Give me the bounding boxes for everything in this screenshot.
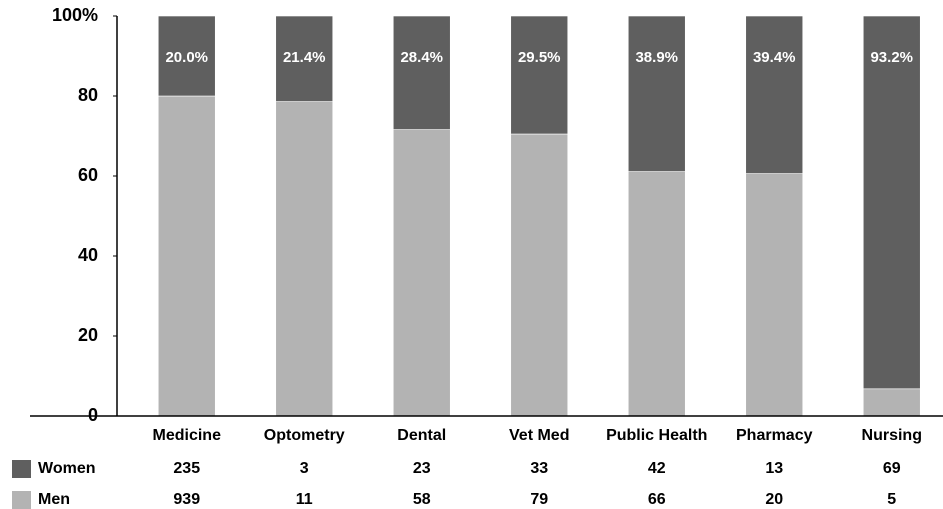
bar-segment — [392, 15, 451, 130]
x-tick-label: Dental — [397, 427, 446, 444]
bar-segment — [862, 388, 921, 417]
y-tick-label: 40 — [78, 245, 98, 265]
table-cell: 13 — [765, 460, 783, 477]
bar-segment — [157, 15, 216, 97]
bar-segment — [157, 95, 216, 417]
value-label: 29.5% — [518, 49, 561, 66]
value-label: 21.4% — [283, 49, 326, 66]
y-tick-label: 0 — [88, 405, 98, 425]
y-tick-label: 80 — [78, 85, 98, 105]
bar-segment — [275, 15, 334, 102]
bar-segment — [745, 173, 804, 417]
y-tick-label: 100% — [52, 5, 98, 25]
legend-label: Men — [38, 491, 70, 508]
table-cell: 58 — [413, 491, 431, 508]
y-tick-label: 20 — [78, 325, 98, 345]
table-cell: 23 — [413, 460, 431, 477]
value-label: 28.4% — [400, 49, 443, 66]
table-cell: 11 — [296, 491, 313, 508]
value-label: 38.9% — [635, 49, 678, 66]
y-tick-label: 60 — [78, 165, 98, 185]
bar-segment — [392, 129, 451, 417]
table-cell: 42 — [648, 460, 666, 477]
x-tick-label: Vet Med — [509, 427, 569, 444]
legend-label: Women — [38, 460, 95, 477]
x-tick-label: Optometry — [264, 427, 345, 444]
x-tick-label: Nursing — [862, 427, 922, 444]
bar-segment — [510, 15, 569, 135]
table-cell: 33 — [530, 460, 548, 477]
table-cell: 69 — [883, 460, 901, 477]
table-cell: 79 — [530, 491, 548, 508]
bar-segment — [275, 101, 334, 417]
bar-segment — [510, 133, 569, 417]
table-cell: 66 — [648, 491, 666, 508]
table-cell: 20 — [765, 491, 783, 508]
table-cell: 3 — [300, 460, 309, 477]
bar-segment — [862, 15, 921, 390]
bar-segment — [627, 15, 686, 172]
x-tick-label: Medicine — [153, 427, 222, 444]
table-cell: 939 — [173, 491, 200, 508]
value-label: 39.4% — [753, 49, 796, 66]
bar-segment — [745, 15, 804, 174]
value-label: 93.2% — [870, 49, 913, 66]
value-label: 20.0% — [165, 49, 208, 66]
legend-swatch — [12, 460, 31, 478]
legend-swatch — [12, 491, 31, 509]
x-tick-label: Public Health — [606, 427, 707, 444]
bar-segment — [627, 171, 686, 417]
table-cell: 235 — [173, 460, 200, 477]
x-tick-label: Pharmacy — [736, 427, 813, 444]
table-cell: 5 — [887, 491, 896, 508]
